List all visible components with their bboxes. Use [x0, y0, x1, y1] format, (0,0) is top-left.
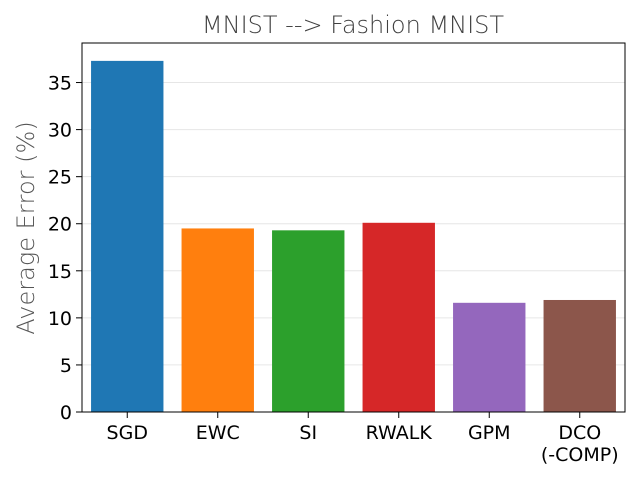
y-tick-label: 15: [48, 261, 72, 283]
bar-5: [543, 299, 616, 412]
y-tick-label: 30: [48, 120, 72, 142]
y-tick-label: 5: [60, 355, 72, 377]
y-tick-label: 10: [48, 308, 72, 330]
plot-frame: [81, 42, 626, 413]
x-tick-label: SGD: [107, 422, 148, 444]
y-tick-label: 25: [48, 167, 72, 189]
bars: [91, 60, 616, 413]
x-tick-label: SI: [299, 422, 317, 444]
chart-title: MNIST --> Fashion MNIST: [202, 11, 505, 39]
y-axis-label: Average Error (%): [12, 121, 40, 334]
bar-3: [362, 222, 435, 412]
y-tick-label: 0: [60, 402, 72, 424]
bar-0: [91, 60, 164, 413]
x-tick-label: GPM: [468, 422, 511, 444]
y-tick-label: 35: [48, 73, 72, 95]
x-tick-label: RWALK: [366, 422, 433, 444]
bar-1: [181, 228, 254, 412]
grid-lines: [82, 82, 625, 366]
x-ticks: SGD EWC SI RWALK GPM DCO (-COMP): [107, 412, 619, 466]
x-tick-label: DCO (-COMP): [541, 422, 619, 466]
bar-2: [272, 230, 345, 412]
x-tick-label: EWC: [196, 422, 240, 444]
y-ticks: 0 5 10 15 20 25 30 35: [48, 73, 82, 424]
axes: [81, 42, 626, 413]
y-tick-label: 20: [48, 214, 72, 236]
bar-4: [453, 302, 526, 412]
